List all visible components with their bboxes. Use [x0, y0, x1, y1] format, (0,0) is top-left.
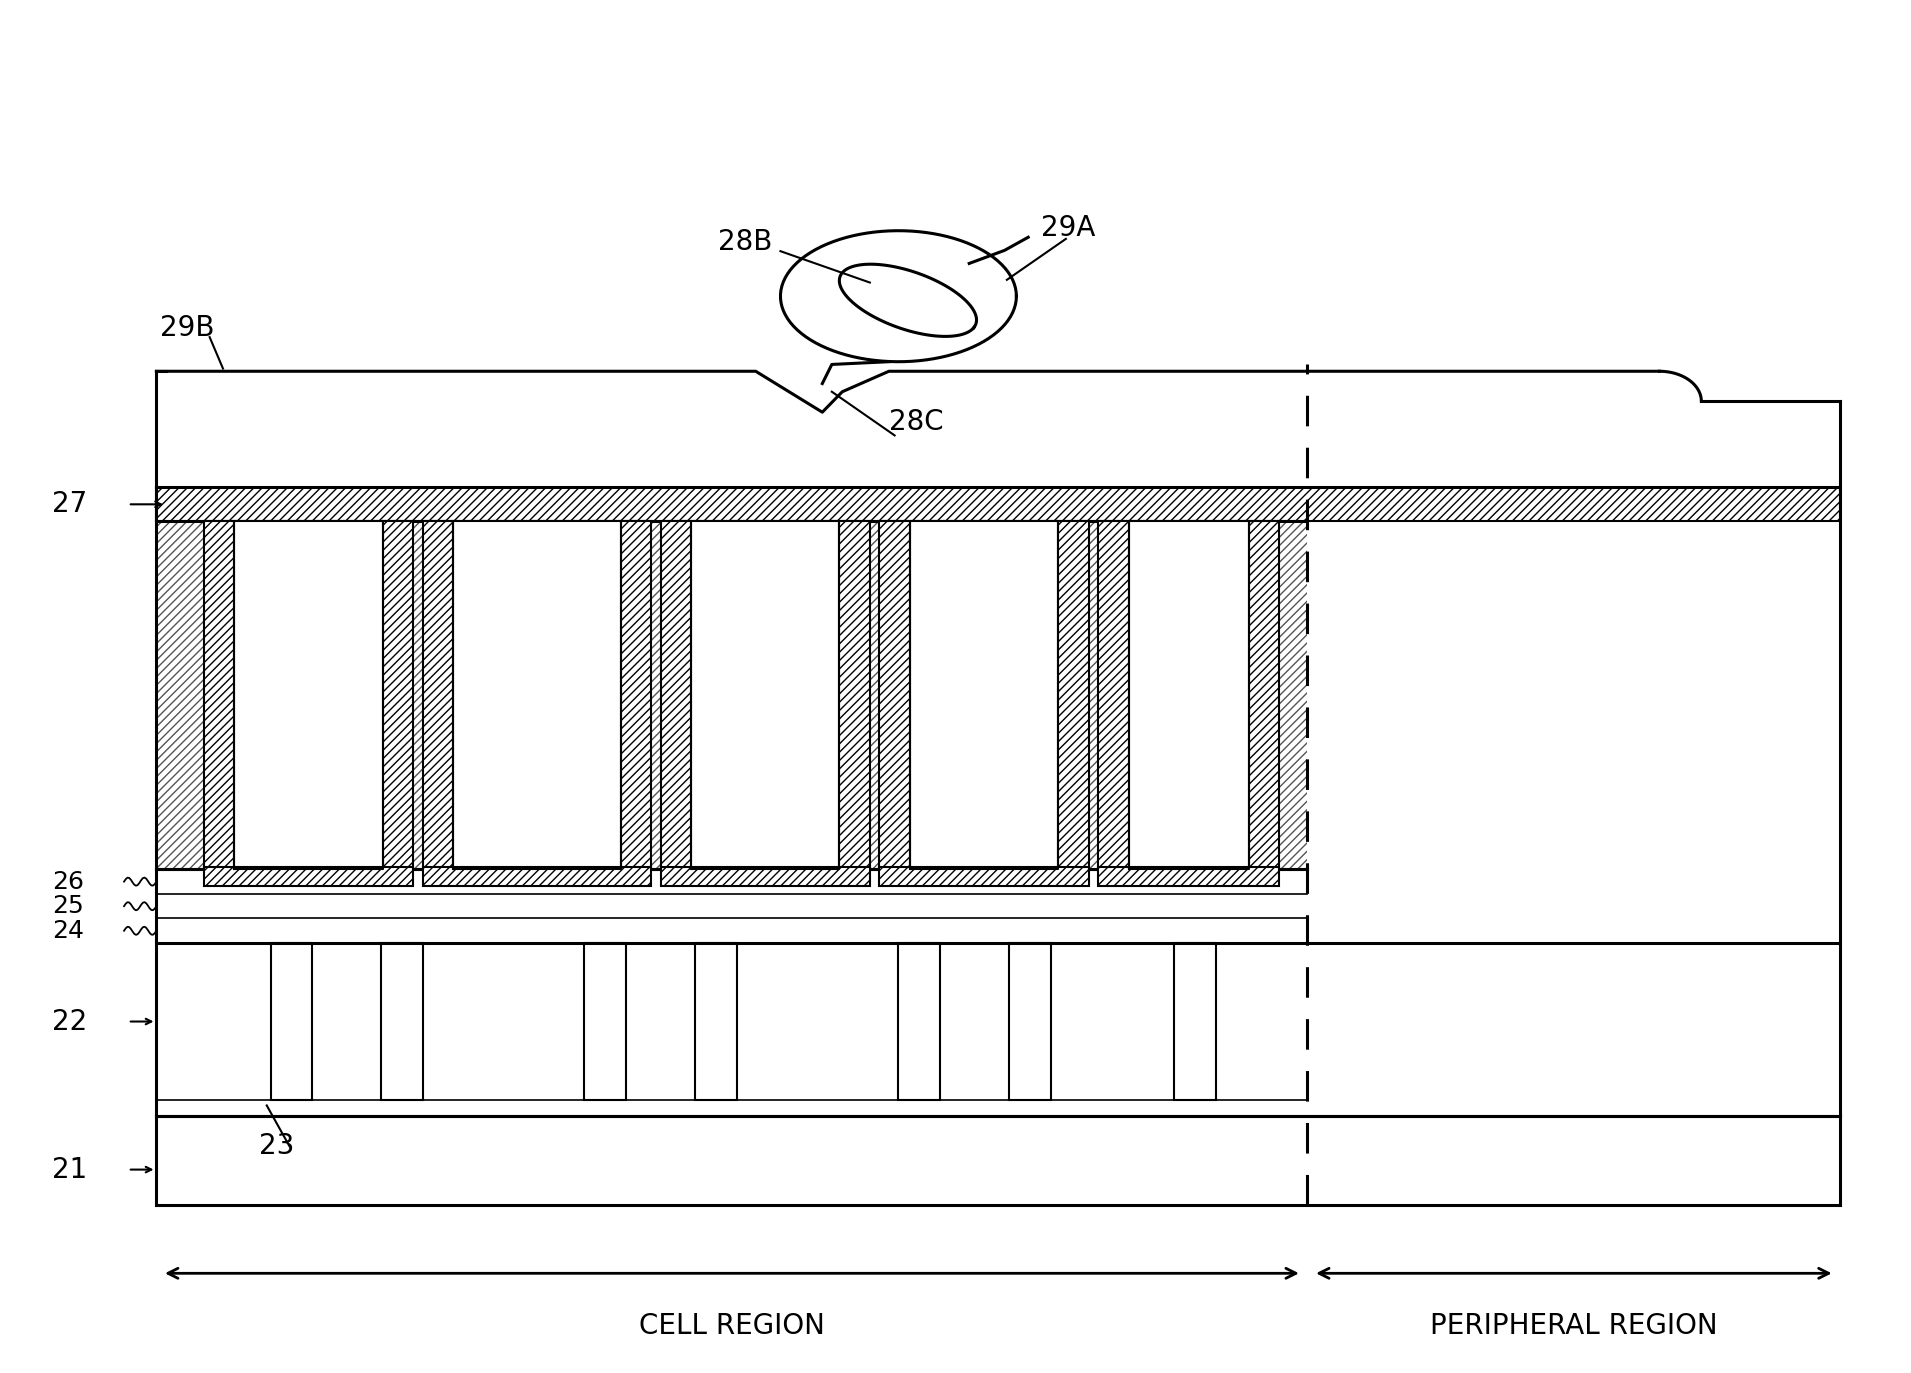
Bar	[157, 487, 1840, 522]
Bar	[621, 522, 652, 869]
Text: 24: 24	[52, 919, 84, 943]
Bar	[422, 866, 652, 886]
Bar	[453, 522, 621, 869]
Bar	[692, 522, 839, 869]
Text: 26: 26	[52, 869, 84, 894]
Bar	[1659, 401, 1840, 487]
Bar	[1059, 522, 1089, 869]
Text: 21: 21	[52, 1156, 88, 1184]
Bar	[1173, 943, 1215, 1100]
Bar	[585, 943, 627, 1100]
Bar	[1129, 522, 1248, 869]
Text: 23: 23	[260, 1133, 294, 1160]
Bar	[157, 371, 1659, 487]
Bar	[696, 943, 738, 1100]
Bar	[839, 522, 870, 869]
Bar	[1099, 866, 1278, 886]
Bar	[380, 943, 422, 1100]
Text: PERIPHERAL REGION: PERIPHERAL REGION	[1429, 1311, 1718, 1340]
Bar	[910, 522, 1059, 869]
Text: 27: 27	[52, 490, 88, 519]
Text: CELL REGION: CELL REGION	[638, 1311, 826, 1340]
Bar	[204, 866, 413, 886]
Bar	[1248, 522, 1278, 869]
Bar	[271, 943, 311, 1100]
Text: 25: 25	[52, 894, 84, 919]
Text: 28C: 28C	[889, 408, 944, 435]
Bar	[382, 522, 413, 869]
Text: 29A: 29A	[1041, 214, 1095, 242]
Bar	[1099, 522, 1129, 869]
Bar	[235, 522, 382, 869]
Bar	[661, 522, 692, 869]
Bar	[879, 522, 910, 869]
Bar	[422, 522, 453, 869]
Bar	[898, 943, 940, 1100]
Text: 22: 22	[52, 1008, 88, 1035]
Text: 28B: 28B	[719, 228, 772, 255]
Bar	[157, 371, 1840, 1205]
Bar	[157, 522, 1307, 869]
Text: 29B: 29B	[161, 313, 214, 342]
Bar	[879, 866, 1089, 886]
Bar	[661, 866, 870, 886]
Bar	[204, 522, 235, 869]
Bar	[1009, 943, 1051, 1100]
